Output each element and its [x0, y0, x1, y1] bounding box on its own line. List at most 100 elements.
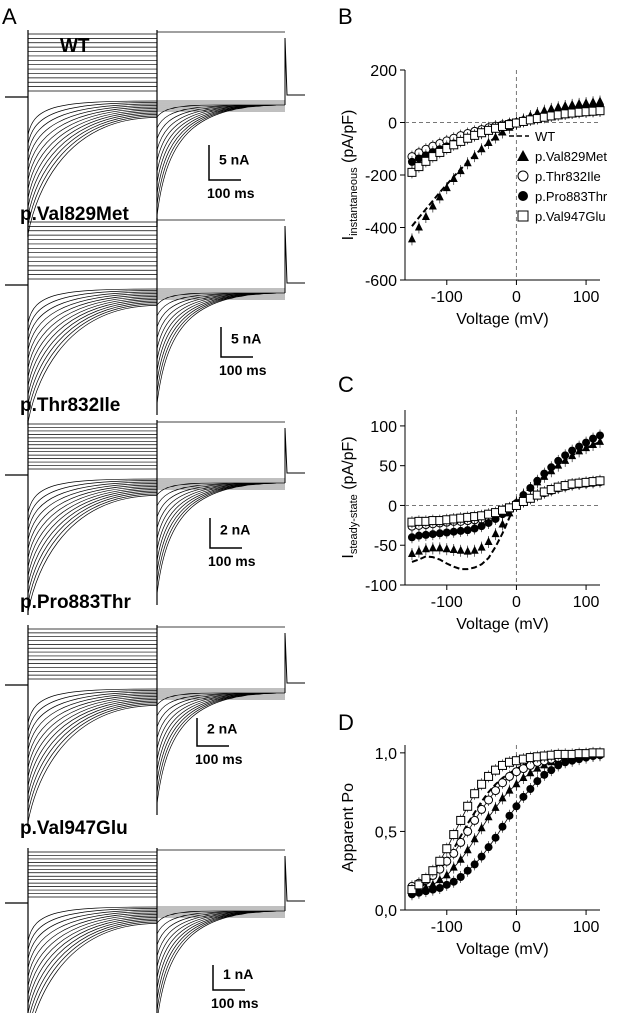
- scale-current-label: 5 nA: [231, 331, 261, 347]
- end-step: [284, 632, 305, 693]
- data-point: [526, 785, 535, 793]
- sweep-step: [27, 81, 157, 97]
- data-point: [442, 870, 451, 879]
- data-point: [547, 463, 556, 472]
- scale-bar: [208, 145, 241, 181]
- sweep-inward: [27, 285, 158, 369]
- y-tick-label: 200: [370, 63, 397, 80]
- sweep-step: [27, 221, 157, 285]
- sweep-step: [27, 51, 157, 97]
- panel-label-a: A: [2, 4, 17, 29]
- data-point: [477, 144, 486, 153]
- data-point: [484, 537, 493, 546]
- sweep-step: [27, 886, 157, 903]
- legend: WT p.Val829Met p.Thr832Ile p.Pro883Thr p.Val…: [509, 129, 608, 224]
- data-point: [526, 768, 535, 777]
- x-tick-label: 100: [573, 289, 600, 306]
- data-point: [414, 880, 424, 890]
- trace-group-2: p.Val829Met 5 nA 100 ms: [5, 204, 305, 425]
- data-point: [463, 526, 472, 535]
- legend-marker: [517, 150, 529, 161]
- data-point: [491, 833, 500, 842]
- data-point: [407, 548, 416, 557]
- data-point: [519, 773, 528, 781]
- data-point: [435, 192, 444, 201]
- sweep-inward: [27, 285, 158, 396]
- data-point: [470, 789, 480, 799]
- data-point: [407, 167, 417, 177]
- sweep-step: [27, 667, 157, 685]
- data-point: [582, 438, 591, 447]
- data-point: [484, 812, 493, 821]
- tail-sweep: [157, 910, 286, 1018]
- sweep-inward: [27, 685, 158, 787]
- sweep-step: [27, 647, 157, 685]
- x-axis-label: Voltage (mV): [456, 941, 548, 958]
- sweep-step: [27, 33, 157, 97]
- data-point: [512, 779, 521, 788]
- sweep-inward: [27, 285, 158, 405]
- scale-current-label: 1 nA: [223, 966, 253, 982]
- x-axis-label: Voltage (mV): [456, 616, 548, 633]
- data-point: [484, 137, 493, 146]
- sweep-inward: [27, 475, 158, 550]
- series-p-thr832ile: [407, 748, 605, 893]
- data-point: [463, 801, 473, 811]
- data-point: [596, 431, 604, 440]
- y-axis-label-unit: (pA/pF): [340, 436, 357, 494]
- data-point: [470, 151, 479, 160]
- data-point: [477, 779, 487, 789]
- tail-sweep: [156, 910, 286, 1001]
- y-tick-label: -400: [365, 221, 397, 238]
- sweep-inward: [27, 685, 158, 769]
- sweep-inward: [27, 685, 158, 778]
- sweep-inward: [27, 97, 158, 190]
- sweep-step: [27, 423, 157, 475]
- instantaneous-current-plot: -100 0 100 -600 -400 -200 0 200 Voltage (mV) Iins…: [340, 63, 608, 328]
- data-point: [449, 173, 458, 182]
- data-point: [449, 545, 458, 553]
- y-tick-label: -50: [374, 538, 397, 555]
- sweep-step: [27, 670, 157, 685]
- data-point: [435, 884, 444, 892]
- sweep-inward: [27, 903, 158, 951]
- y-tick-label: 0: [388, 116, 397, 133]
- legend-label: p.Val829Met: [535, 149, 607, 164]
- data-point: [505, 785, 514, 794]
- data-point: [470, 834, 479, 843]
- sweep-inward: [27, 285, 158, 351]
- data-point: [533, 476, 542, 485]
- sweep-step: [27, 59, 157, 97]
- scale-time-label: 100 ms: [208, 553, 256, 569]
- sweep-inward: [27, 475, 158, 568]
- sweep-inward: [27, 685, 158, 751]
- data-point: [491, 132, 500, 141]
- sweep-step: [27, 261, 157, 285]
- steady-state-current-plot: -100 0 100 -100 -50 0 50 100 Voltage (mV) Isteady…: [340, 410, 605, 633]
- sweep-inward: [27, 475, 158, 586]
- data-point: [477, 522, 486, 531]
- sweep-inward: [27, 97, 158, 154]
- sweep-step: [27, 636, 157, 685]
- data-point: [491, 802, 500, 811]
- sweep-inward: [27, 475, 158, 604]
- data-point: [484, 795, 494, 805]
- data-point: [491, 765, 501, 775]
- data-point: [477, 542, 486, 551]
- sweep-step: [27, 872, 157, 903]
- sweep-step: [27, 46, 157, 97]
- data-point: [414, 531, 423, 540]
- trace-title: p.Val829Met: [20, 204, 129, 225]
- tail-sweep: [156, 692, 286, 794]
- data-point: [442, 528, 451, 537]
- tail-sweep: [156, 692, 286, 805]
- y-axis-label-sub: instantaneous: [348, 167, 360, 236]
- sweep-inward: [27, 685, 158, 814]
- wt-dashed-line: [411, 440, 601, 571]
- sweep-step: [27, 640, 157, 685]
- data-point: [456, 815, 466, 825]
- data-point: [421, 874, 431, 884]
- data-point: [421, 887, 430, 896]
- data-point: [449, 527, 458, 536]
- x-tick-label: 0: [512, 594, 521, 611]
